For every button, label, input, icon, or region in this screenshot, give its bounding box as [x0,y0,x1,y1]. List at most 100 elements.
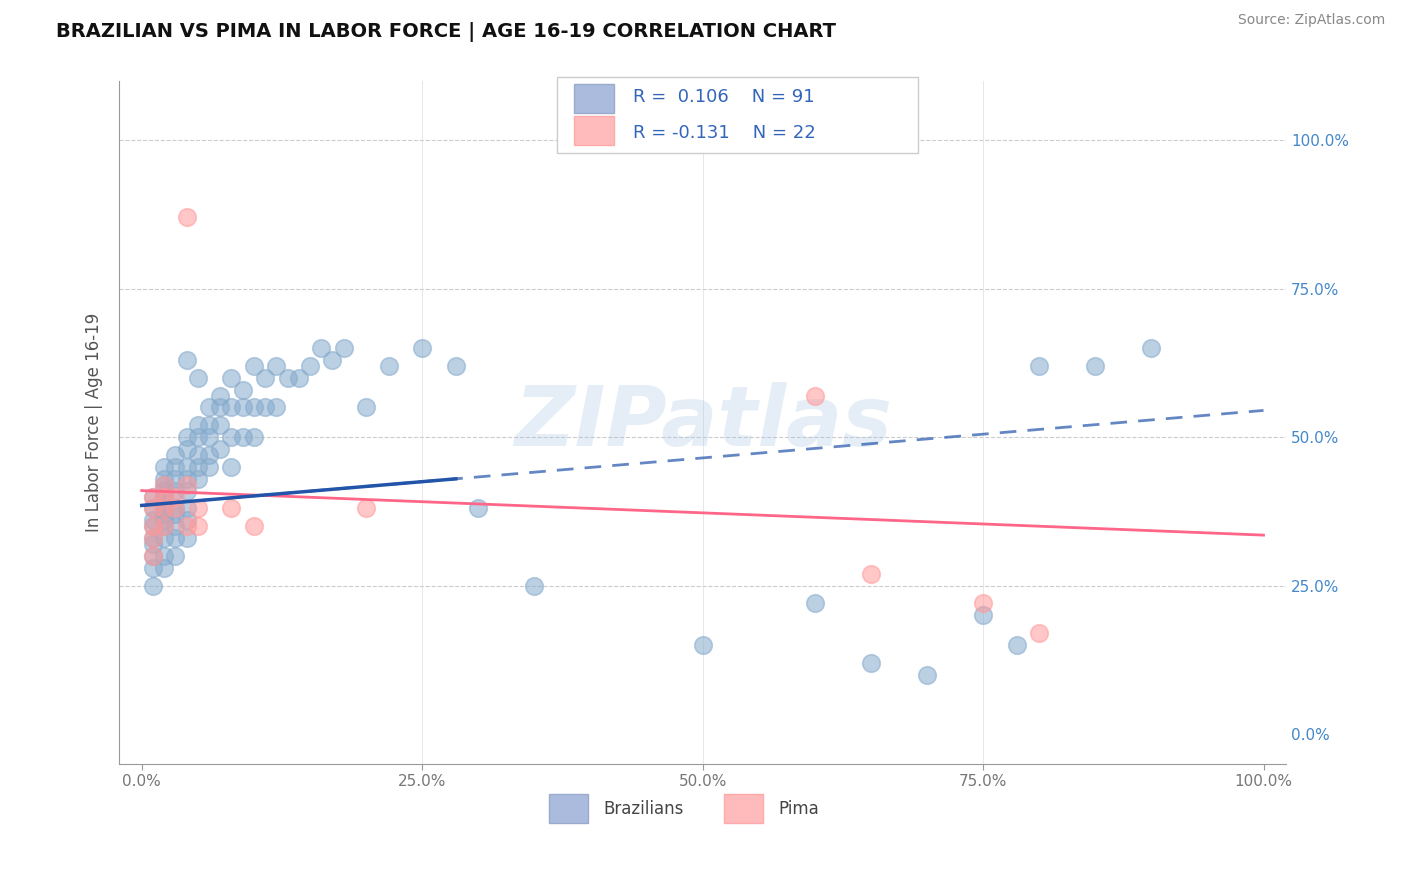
Point [153,501,176,516]
Point [142,501,165,516]
Point [165,501,187,516]
Point [1005,638,1028,652]
FancyBboxPatch shape [557,78,918,153]
Point [804,388,827,402]
Point [176,459,198,474]
Point [176,513,198,527]
Point [142,519,165,533]
Point [153,501,176,516]
Point [142,531,165,545]
Point [142,561,165,575]
Point [266,401,288,415]
Point [153,472,176,486]
Point [165,519,187,533]
Point [972,608,994,623]
Point [153,483,176,498]
Point [209,401,232,415]
Point [354,401,377,415]
Point [198,459,221,474]
Point [198,448,221,462]
Point [142,549,165,563]
Text: Source: ZipAtlas.com: Source: ZipAtlas.com [1237,13,1385,28]
Text: Pima: Pima [779,800,820,818]
Point [142,501,165,516]
FancyBboxPatch shape [548,795,588,823]
Point [165,508,187,522]
Point [176,211,198,225]
Point [266,359,288,373]
Point [187,448,209,462]
Point [153,490,176,504]
Point [243,519,266,533]
Point [153,513,176,527]
Point [187,371,209,385]
Point [153,549,176,563]
Point [153,490,176,504]
Point [321,353,343,368]
Point [142,549,165,563]
Point [243,430,266,444]
Point [153,490,176,504]
Point [165,490,187,504]
Point [142,513,165,527]
Point [165,483,187,498]
Point [444,359,467,373]
Point [309,341,332,355]
Point [165,549,187,563]
Point [176,430,198,444]
Point [187,459,209,474]
Point [254,401,277,415]
Text: BRAZILIAN VS PIMA IN LABOR FORCE | AGE 16-19 CORRELATION CHART: BRAZILIAN VS PIMA IN LABOR FORCE | AGE 1… [56,22,837,42]
Point [142,578,165,592]
Point [176,442,198,456]
Point [298,359,321,373]
Point [221,371,243,385]
Text: Brazilians: Brazilians [603,800,683,818]
Point [153,531,176,545]
Point [523,578,546,592]
Point [142,537,165,551]
FancyBboxPatch shape [724,795,763,823]
Point [232,383,254,397]
Point [277,371,299,385]
Point [142,519,165,533]
Point [176,353,198,368]
Point [1028,359,1050,373]
Point [176,472,198,486]
Point [411,341,433,355]
Point [209,388,232,402]
Point [153,519,176,533]
Point [153,459,176,474]
Point [1028,626,1050,640]
Point [153,561,176,575]
Point [142,490,165,504]
Point [859,566,882,581]
Point [209,418,232,433]
Point [467,501,489,516]
Point [198,418,221,433]
Point [915,667,938,681]
Point [221,430,243,444]
Point [153,508,176,522]
Point [859,656,882,670]
Point [187,501,209,516]
Point [254,371,277,385]
Point [142,490,165,504]
Point [176,531,198,545]
Point [153,519,176,533]
Point [187,472,209,486]
Point [176,519,198,533]
Point [232,401,254,415]
Point [165,472,187,486]
Point [153,477,176,491]
Point [804,596,827,610]
Point [221,401,243,415]
Point [287,371,309,385]
Text: R = -0.131    N = 22: R = -0.131 N = 22 [633,124,815,142]
Point [209,442,232,456]
Point [972,596,994,610]
Y-axis label: In Labor Force | Age 16-19: In Labor Force | Age 16-19 [86,313,103,532]
Point [332,341,354,355]
FancyBboxPatch shape [574,84,614,113]
Point [165,501,187,516]
